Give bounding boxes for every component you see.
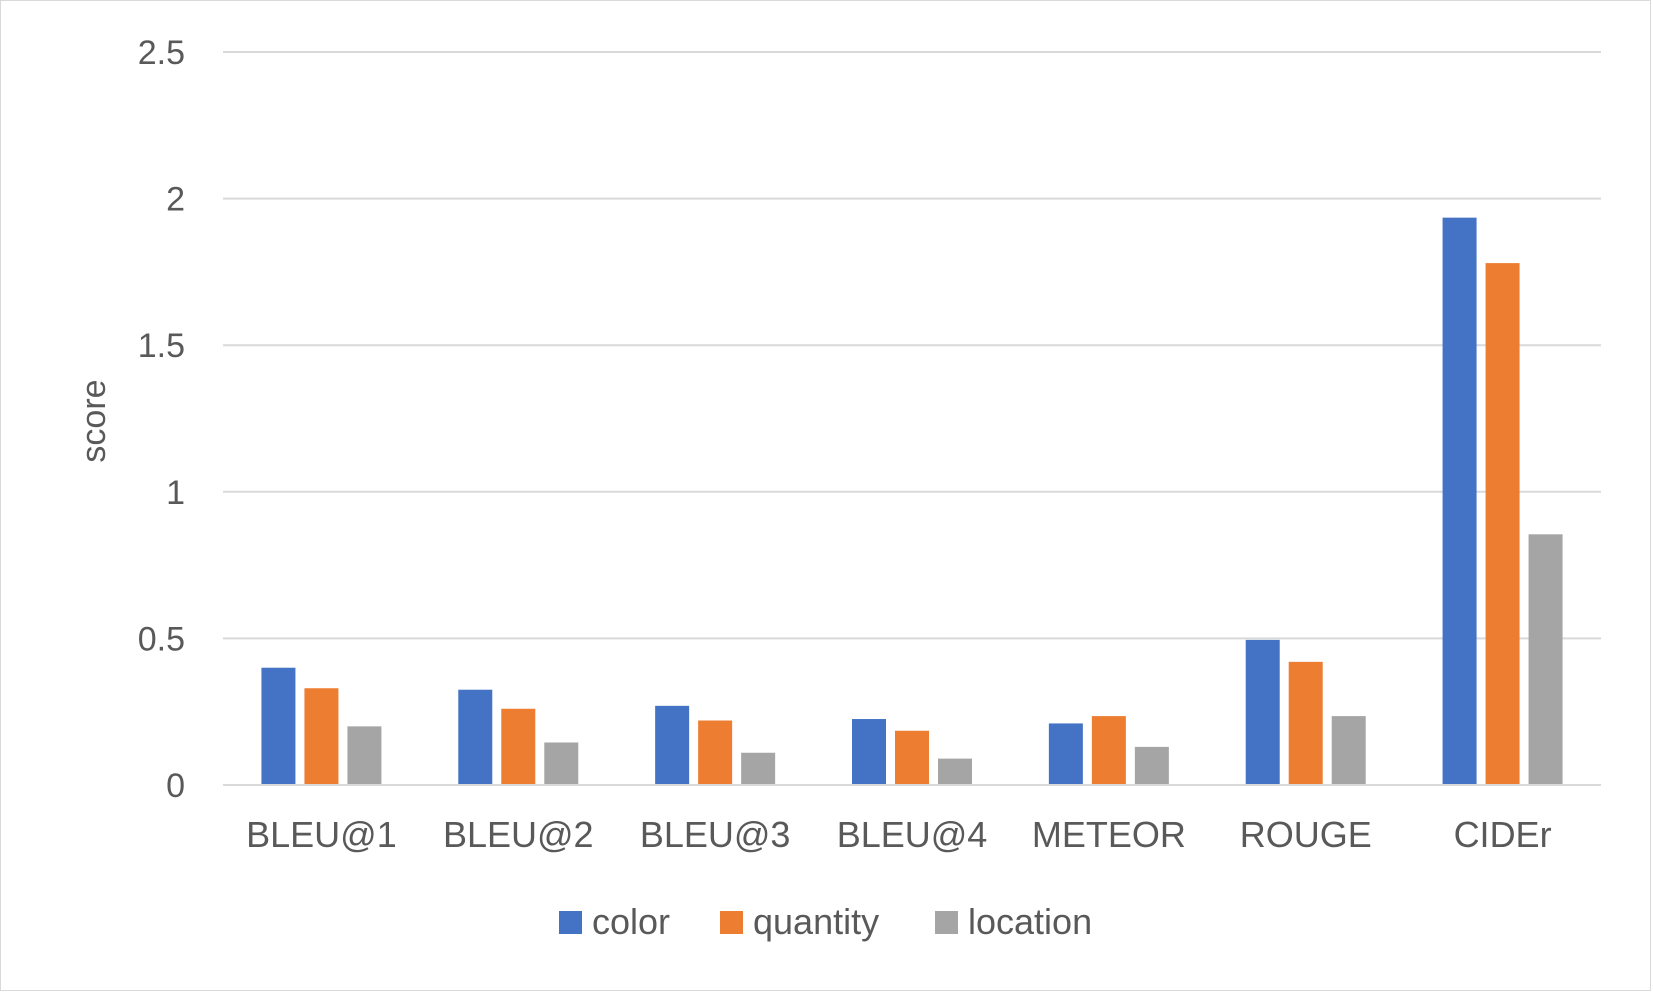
bar-color-bleu2 (458, 689, 493, 785)
bar-quantity-bleu1 (304, 688, 339, 785)
y-tick-label: 0.5 (138, 620, 185, 658)
bar-location-bleu3 (741, 752, 776, 785)
bar-quantity-bleu4 (895, 730, 929, 785)
bar-quantity-rouge (1288, 661, 1323, 785)
y-axis-label: score (75, 379, 113, 462)
bar-color-bleu4 (852, 719, 886, 785)
bar-color-cider (1442, 217, 1477, 785)
bar-location-cider (1528, 534, 1563, 785)
y-tick-label: 1 (166, 474, 185, 512)
bar-color-meteor (1048, 723, 1083, 785)
y-tick-label: 1.5 (138, 327, 185, 365)
bar-location-meteor (1134, 746, 1169, 785)
legend-swatch-quantity (720, 911, 743, 934)
bar-location-rouge (1331, 716, 1366, 785)
x-tick-label: CIDEr (1454, 814, 1552, 855)
legend-label-quantity: quantity (753, 901, 879, 942)
x-tick-label: BLEU@2 (443, 814, 594, 855)
bar-color-rouge (1245, 639, 1280, 785)
legend: color quantity location (559, 901, 1092, 942)
y-axis-ticks: 0 0.5 1 1.5 2 2.5 (138, 34, 185, 805)
bar-location-bleu4 (938, 758, 972, 785)
y-tick-label: 2 (166, 181, 185, 219)
y-tick-label: 2.5 (138, 34, 185, 72)
y-tick-label: 0 (166, 767, 185, 805)
bar-location-bleu1 (347, 726, 382, 785)
legend-label-location: location (968, 901, 1092, 942)
x-tick-label: BLEU@1 (246, 814, 397, 855)
bar-quantity-bleu3 (698, 720, 733, 785)
bar-quantity-meteor (1091, 716, 1126, 785)
bar-location-bleu2 (544, 742, 579, 785)
bar-quantity-cider (1485, 263, 1520, 785)
x-axis-ticks: BLEU@1 BLEU@2 BLEU@3 BLEU@4 METEOR ROUGE CIDEr (246, 814, 1551, 855)
bar-color-bleu1 (261, 667, 296, 785)
x-tick-label: ROUGE (1240, 814, 1372, 855)
legend-swatch-color (559, 911, 582, 934)
x-tick-label: BLEU@3 (640, 814, 791, 855)
x-tick-label: BLEU@4 (837, 814, 988, 855)
legend-swatch-location (935, 911, 958, 934)
bars (261, 217, 1563, 785)
x-tick-label: METEOR (1032, 814, 1186, 855)
bar-color-bleu3 (655, 705, 690, 785)
legend-label-color: color (592, 901, 670, 942)
gridlines (223, 51, 1601, 640)
bar-quantity-bleu2 (501, 708, 536, 785)
